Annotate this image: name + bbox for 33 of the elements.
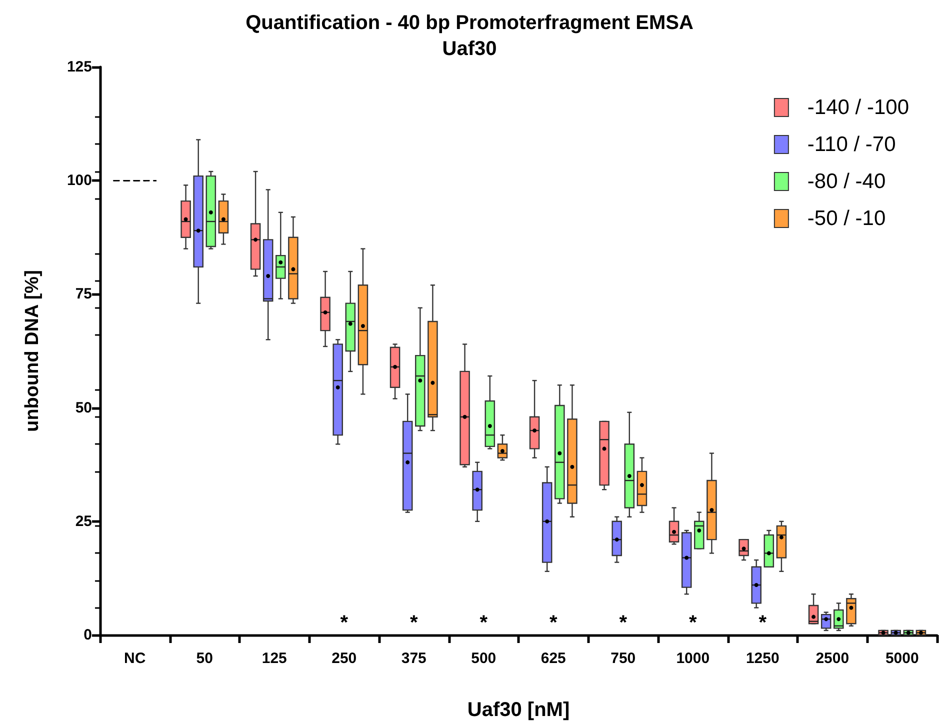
x-tick-label: 500 bbox=[471, 650, 496, 667]
annotation: * bbox=[410, 612, 418, 634]
x-tick-label: 750 bbox=[610, 650, 636, 667]
x-tick-label: 1000 bbox=[676, 650, 710, 667]
x-tick-label: 375 bbox=[401, 650, 426, 667]
annotation: * bbox=[688, 612, 697, 634]
y-axis-title: unbound DNA [%] bbox=[22, 270, 43, 432]
x-tick-label: NC bbox=[124, 650, 146, 667]
y-tick-label: 100 bbox=[66, 172, 92, 190]
y-tick-label: 25 bbox=[75, 512, 92, 530]
annotation: * bbox=[340, 612, 348, 634]
annotation: * bbox=[549, 612, 558, 634]
chart-subtitle: Uaf30 bbox=[442, 38, 497, 60]
x-tick-label: 2500 bbox=[816, 650, 850, 667]
annotation: * bbox=[619, 612, 628, 634]
legend-label: -140 / -100 bbox=[807, 96, 910, 119]
x-tick-label: 125 bbox=[262, 650, 287, 667]
legend-label: -80 / -40 bbox=[807, 170, 886, 193]
annotation: * bbox=[480, 612, 488, 634]
x-tick-label: 1250 bbox=[746, 650, 780, 667]
y-tick-label: 75 bbox=[75, 286, 92, 303]
chart-title: Quantification - 40 bp Promoterfragment EMSA bbox=[246, 12, 694, 34]
x-tick-label: 5000 bbox=[885, 650, 919, 667]
legend-label: -110 / -70 bbox=[807, 133, 896, 156]
x-tick-label: 50 bbox=[196, 650, 213, 667]
legend-label: -50 / -10 bbox=[807, 207, 886, 230]
x-tick-label: 250 bbox=[332, 650, 357, 667]
y-tick-label: 0 bbox=[84, 626, 92, 644]
y-tick-label: 125 bbox=[66, 58, 92, 76]
annotation: * bbox=[758, 612, 767, 634]
y-tick-label: 50 bbox=[75, 399, 92, 416]
x-axis-title: Uaf30 [nM] bbox=[467, 699, 570, 721]
x-tick-label: 625 bbox=[540, 650, 566, 667]
